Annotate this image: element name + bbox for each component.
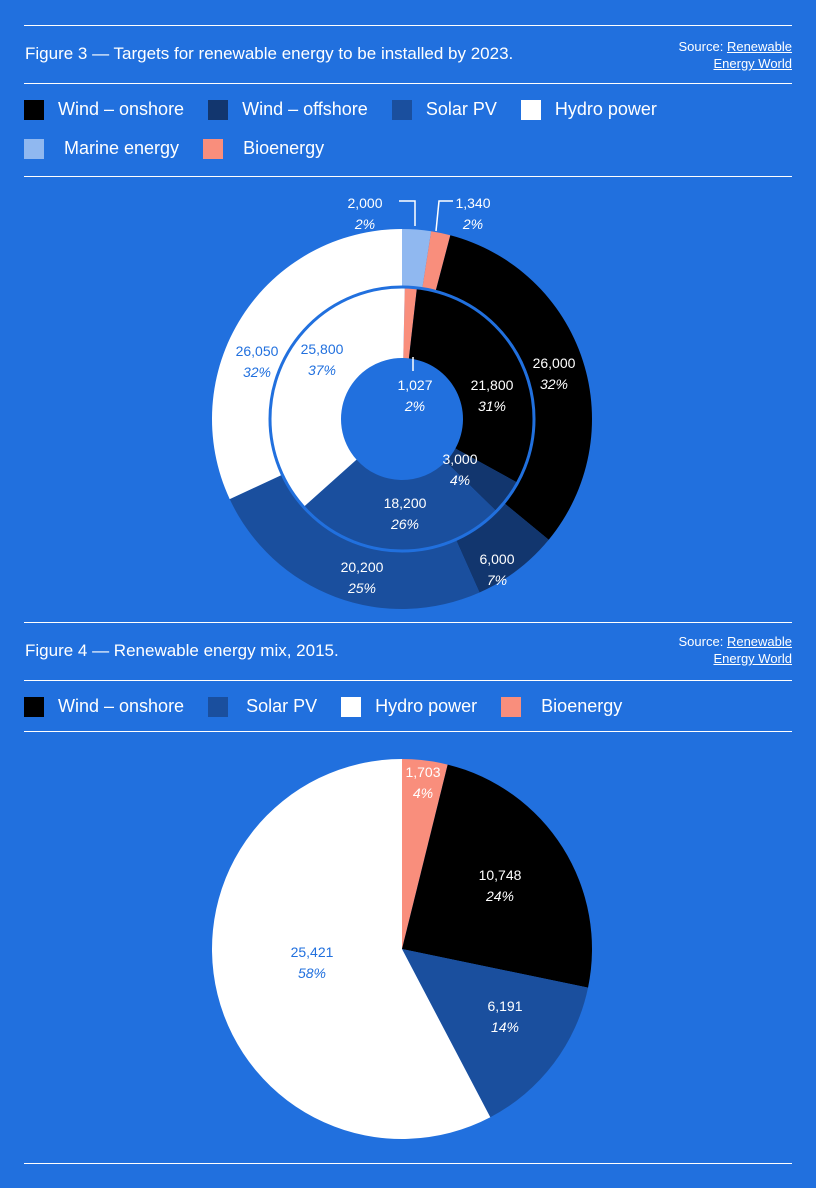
fig3-legend-rule xyxy=(24,176,792,177)
inner-bioenergy-percent-label: 2% xyxy=(404,398,425,414)
pie-hydro-power-percent-label: 58% xyxy=(298,965,326,981)
legend-label: Solar PV xyxy=(246,696,318,716)
legend-swatch xyxy=(203,138,224,159)
pie-slice-solar-pv xyxy=(402,949,589,1118)
outer-slice-hydro-power xyxy=(211,229,402,500)
legend-swatch xyxy=(341,696,362,717)
fig4-title-rule xyxy=(24,680,792,681)
inner-slice-solar-pv xyxy=(302,459,498,552)
outer-slice-marine-energy xyxy=(402,229,432,288)
fig3-source-link-2[interactable]: Energy World xyxy=(713,56,792,71)
outer-bioenergy-value-label: 1,340 xyxy=(455,195,490,211)
inner-wind-offshore-value-label: 3,000 xyxy=(442,451,477,467)
legend-item-hydro: Hydro power xyxy=(341,696,477,717)
fig3-top-rule xyxy=(24,25,792,26)
pie-hydro-power-value-label: 25,421 xyxy=(291,944,334,960)
pie-bioenergy-value-label: 1,703 xyxy=(405,764,440,780)
outer-marine-energy-percent-label: 2% xyxy=(354,216,375,232)
legend-item-wind-onshore: Wind – onshore xyxy=(24,99,184,120)
fig4-top-rule xyxy=(24,622,792,623)
legend-swatch xyxy=(501,696,522,717)
outer-wind-offshore-percent-label: 7% xyxy=(487,572,507,588)
fig3-title: Figure 3 — Targets for renewable energy … xyxy=(25,44,514,63)
outer-wind-onshore-percent-label: 32% xyxy=(540,376,568,392)
outer-slice-solar-pv xyxy=(229,475,480,609)
inner-solar-pv-percent-label: 26% xyxy=(390,516,419,532)
legend-label: Wind – onshore xyxy=(58,696,185,716)
legend-item-bioenergy: Bioenergy xyxy=(203,138,324,159)
legend-swatch xyxy=(24,138,44,159)
outer-marine-energy-value-label: 2,000 xyxy=(347,195,382,211)
outer-solar-pv-value-label: 20,200 xyxy=(341,559,384,575)
pie-wind-onshore-value-label: 10,748 xyxy=(479,867,522,883)
legend-swatch xyxy=(208,99,229,120)
inner-wind-onshore-value-label: 21,800 xyxy=(471,377,514,393)
legend-label: Marine energy xyxy=(64,138,180,158)
pie-slice-wind-onshore xyxy=(402,764,592,988)
inner-bioenergy-value-label: 1,027 xyxy=(397,377,432,393)
legend-swatch xyxy=(208,696,229,717)
outer-bioenergy-percent-label: 2% xyxy=(462,216,483,232)
legend-label: Solar PV xyxy=(425,99,497,119)
outer-wind-offshore-value-label: 6,000 xyxy=(479,551,514,567)
legend-item-wind-onshore: Wind – onshore xyxy=(24,696,184,717)
pie-solar-pv-value-label: 6,191 xyxy=(487,998,522,1014)
legend-label: Wind – offshore xyxy=(242,99,368,119)
outer-slice-wind-onshore xyxy=(435,235,592,540)
ring-separator xyxy=(268,285,536,553)
legend-swatch xyxy=(24,696,44,717)
legend-swatch xyxy=(520,99,541,120)
legend-label: Wind – onshore xyxy=(58,99,185,119)
outer-slice-bioenergy xyxy=(422,231,451,291)
bioenergy-leader-line xyxy=(435,200,453,232)
marine-leader-line xyxy=(399,200,416,226)
legend-swatch xyxy=(391,99,412,120)
legend-item-solar-pv: Solar PV xyxy=(391,99,497,120)
outer-solar-pv-percent-label: 25% xyxy=(347,580,376,596)
inner-slice-bioenergy xyxy=(403,286,418,359)
fig4-legend-rule xyxy=(24,731,792,732)
legend-item-wind-offshore: Wind – offshore xyxy=(208,99,368,120)
outer-hydro-power-percent-label: 32% xyxy=(243,364,271,380)
legend-item-solar-pv: Solar PV xyxy=(208,696,317,717)
bottom-rule xyxy=(24,1163,792,1164)
legend-label: Bioenergy xyxy=(541,696,623,716)
inner-hydro-power-value-label: 25,800 xyxy=(301,341,344,357)
inner-slice-hydro-power xyxy=(269,286,405,508)
fig4-source-link[interactable]: Renewable xyxy=(726,634,792,649)
fig4-pie-chart: 1,703 4% 10,748 24% 6,191 14% 25,421 58% xyxy=(212,759,592,1139)
pie-bioenergy-percent-label: 4% xyxy=(413,785,433,801)
fig3-source: Source: Renewable Energy World xyxy=(679,38,792,72)
inner-wind-offshore-percent-label: 4% xyxy=(450,472,470,488)
legend-item-hydro: Hydro power xyxy=(520,99,657,120)
fig3-legend-row-1: Wind – onshore Wind – offshore Solar PV … xyxy=(24,99,681,120)
fig4-title: Figure 4 — Renewable energy mix, 2015. xyxy=(25,641,339,660)
inner-solar-pv-value-label: 18,200 xyxy=(384,495,427,511)
inner-slice-wind-offshore xyxy=(445,448,519,512)
legend-label: Bioenergy xyxy=(243,138,325,158)
fig3-source-label: Source: xyxy=(678,39,724,54)
pie-slice-hydro-power xyxy=(212,759,491,1139)
legend-item-bioenergy: Bioenergy xyxy=(501,696,622,717)
fig4-source: Source: Renewable Energy World xyxy=(679,633,792,667)
fig4-source-link-2[interactable]: Energy World xyxy=(713,651,792,666)
fig3-legend-row-2: Marine energy Bioenergy xyxy=(24,138,348,159)
inner-wind-onshore-percent-label: 31% xyxy=(478,398,506,414)
fig3-source-link[interactable]: Renewable xyxy=(726,39,792,54)
outer-wind-onshore-value-label: 26,000 xyxy=(533,355,576,371)
fig3-donut-chart: 2,000 2% 1,340 2% 26,000 32% 6,000 7% 20,200 25% 2… xyxy=(211,195,592,609)
legend-label: Hydro power xyxy=(554,99,657,119)
legend-label: Hydro power xyxy=(375,696,478,716)
outer-hydro-power-value-label: 26,050 xyxy=(236,343,279,359)
inner-hydro-power-percent-label: 37% xyxy=(308,362,336,378)
legend-swatch xyxy=(24,99,44,120)
fig4-legend-row: Wind – onshore Solar PV Hydro power Bioe… xyxy=(24,696,646,717)
pie-slice-bioenergy xyxy=(402,759,448,949)
fig3-title-rule xyxy=(24,83,792,84)
outer-slice-wind-offshore xyxy=(456,503,549,593)
pie-wind-onshore-percent-label: 24% xyxy=(485,888,514,904)
legend-item-marine: Marine energy xyxy=(24,138,179,159)
fig4-source-label: Source: xyxy=(678,634,724,649)
pie-solar-pv-percent-label: 14% xyxy=(491,1019,519,1035)
